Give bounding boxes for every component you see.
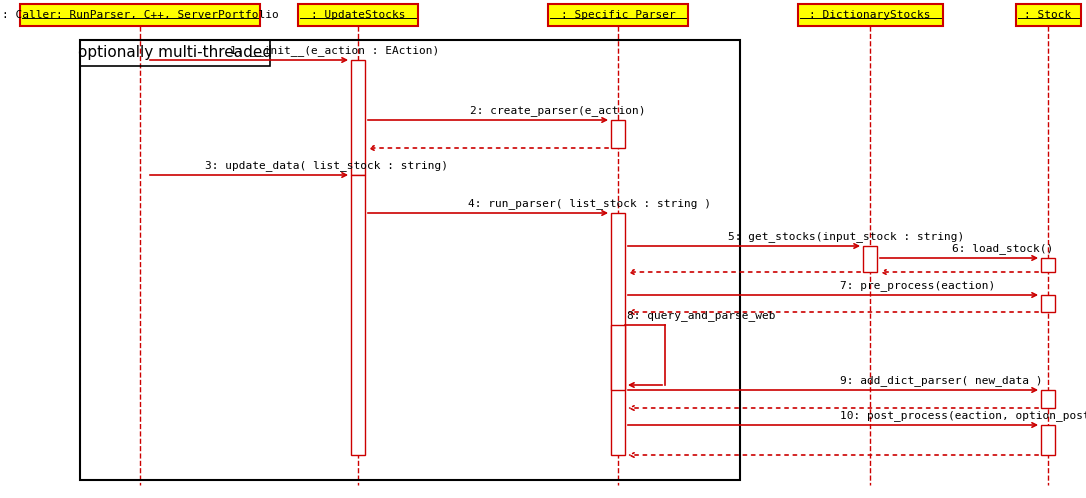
Bar	[1041, 295, 1055, 312]
Bar	[351, 60, 365, 175]
Text: 3: update_data( list_stock : string): 3: update_data( list_stock : string)	[205, 160, 449, 171]
Bar	[1015, 4, 1081, 26]
Bar	[611, 213, 626, 455]
Text: 2: create_parser(e_action): 2: create_parser(e_action)	[470, 105, 645, 116]
Text: 9: add_dict_parser( new_data ): 9: add_dict_parser( new_data )	[839, 375, 1043, 386]
Bar	[797, 4, 943, 26]
Bar	[20, 4, 260, 26]
Text: : Specific Parser: : Specific Parser	[560, 10, 675, 20]
Bar	[863, 246, 877, 272]
Bar	[351, 175, 365, 455]
Bar	[1041, 258, 1055, 272]
Text: 7: pre_process(eaction): 7: pre_process(eaction)	[839, 280, 995, 291]
Text: : DictionaryStocks: : DictionaryStocks	[809, 10, 931, 20]
Bar	[611, 325, 626, 390]
Bar	[298, 4, 418, 26]
Bar	[1041, 425, 1055, 455]
Bar	[1041, 390, 1055, 408]
Text: 6: load_stock(): 6: load_stock()	[952, 243, 1053, 254]
Bar	[80, 40, 740, 480]
Text: 8: query_and_parse_web: 8: query_and_parse_web	[627, 310, 775, 321]
Bar	[548, 4, 689, 26]
Text: : Caller: RunParser, C++, ServerPortfolio: : Caller: RunParser, C++, ServerPortfoli…	[1, 10, 278, 20]
Bar	[611, 120, 626, 148]
Text: 1: __init__(e_action : EAction): 1: __init__(e_action : EAction)	[230, 45, 439, 56]
Text: : Stock: : Stock	[1024, 10, 1072, 20]
Text: 10: post_process(eaction, option_post): 10: post_process(eaction, option_post)	[839, 410, 1086, 421]
Text: 5: get_stocks(input_stock : string): 5: get_stocks(input_stock : string)	[728, 231, 964, 242]
Text: : UpdateStocks: : UpdateStocks	[311, 10, 405, 20]
Text: 4: run_parser( list_stock : string ): 4: run_parser( list_stock : string )	[468, 198, 711, 209]
Text: optionally multi-threaded: optionally multi-threaded	[78, 45, 273, 60]
